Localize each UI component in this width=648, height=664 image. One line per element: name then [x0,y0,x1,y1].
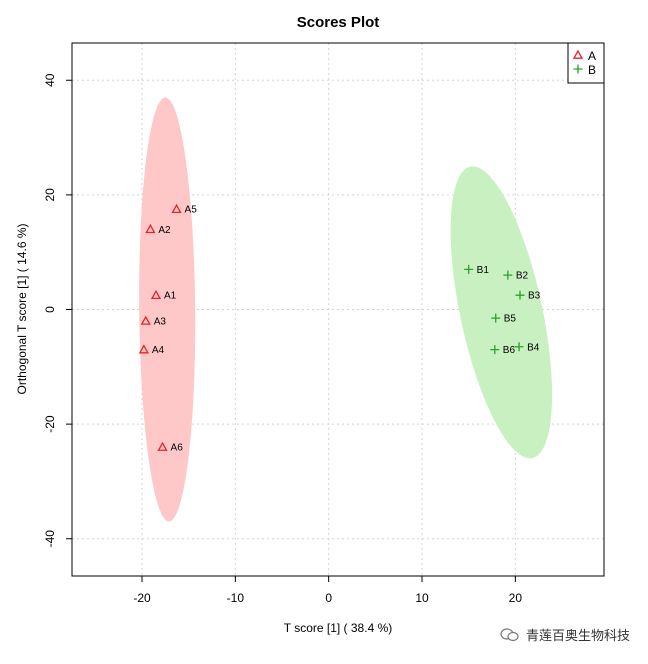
x-tick-label: 0 [325,591,332,605]
y-tick-label: 40 [43,73,57,87]
point-label-A1: A1 [164,291,177,302]
point-label-A3: A3 [154,316,167,327]
point-A2 [145,223,156,234]
legend-marker-A [572,49,584,59]
y-tick-label: -20 [43,415,57,433]
legend: AB [567,42,605,84]
x-tick-label: 20 [509,591,523,605]
point-B3 [515,290,525,300]
ellipse-A [139,97,196,522]
x-tick-label: 10 [415,591,429,605]
y-axis-label: Orthogonal T score [1] ( 14.6 %) [15,224,29,395]
legend-label-A: A [588,49,596,63]
x-tick-label: -20 [133,591,151,605]
point-B5 [491,313,501,323]
point-label-B5: B5 [504,314,517,325]
data-points: A5 A2 A1 A3 A4 A6 B1 B2 B3 B5 B4 B6 [138,203,541,454]
legend-marker-B [573,64,583,74]
point-label-A6: A6 [171,443,184,454]
point-label-A5: A5 [185,205,198,216]
point-A6 [157,441,168,451]
x-axis: -20 -10 0 10 20 [133,576,522,605]
point-label-B1: B1 [477,265,490,276]
legend-label-B: B [588,63,596,77]
point-label-B3: B3 [528,291,541,302]
y-tick-label: 20 [43,188,57,202]
y-axis: -40 -20 0 20 40 [43,73,72,547]
point-label-B2: B2 [516,271,529,282]
point-B4 [514,342,524,352]
chart-title: Scores Plot [297,14,380,31]
x-axis-label: T score [1] ( 38.4 %) [284,621,393,635]
watermark: 青莲百奥生物科技 [500,625,630,644]
ellipse-B [450,166,553,459]
point-label-A4: A4 [152,345,165,356]
watermark-text: 青莲百奥生物科技 [525,629,630,644]
point-label-B6: B6 [503,345,516,356]
point-A5 [171,203,182,214]
point-label-A2: A2 [158,225,171,236]
point-A1 [150,289,162,300]
point-B1 [464,264,474,274]
y-tick-label: 0 [43,306,57,313]
point-A4 [138,344,149,354]
y-tick-label: -40 [43,530,57,548]
confidence-ellipses [139,97,553,522]
point-A3 [140,315,151,325]
point-label-B4: B4 [527,342,540,353]
point-B2 [503,270,513,280]
point-B6 [490,345,500,355]
legend-box [567,42,605,84]
x-tick-label: -10 [227,591,245,605]
wechat-icon [500,627,519,641]
